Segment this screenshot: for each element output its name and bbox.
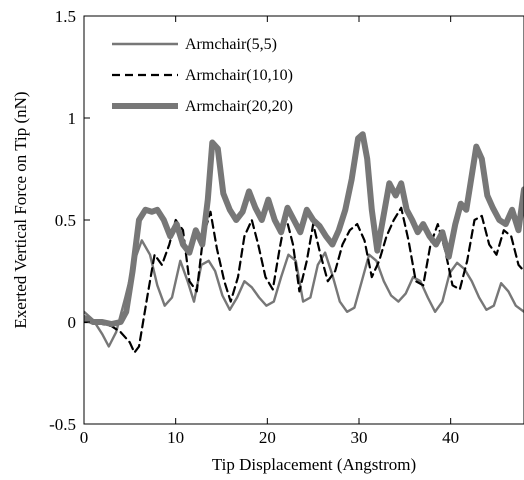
x-tick-label: 20 [259,428,276,447]
legend-label-3: Armchair(20,20) [185,98,293,115]
legend: Armchair(5,5) Armchair(10,10) Armchair(20,… [112,36,293,115]
legend-label-2: Armchair(10,10) [185,67,293,84]
series-line-2 [84,206,524,354]
x-axis-label: Tip Displacement (Angstrom) [212,455,416,474]
y-tick-label: -0.5 [49,415,76,434]
series-line-3 [84,131,524,327]
ticks-layer: 0 10 20 30 40-0.500.511.5 [49,7,459,447]
y-axis-label: Exerted Vertical Force on Tip (nN) [11,91,30,328]
x-tick-label: 0 [80,428,89,447]
series-layer [84,131,524,354]
y-tick-label: 0 [68,313,77,332]
y-tick-label: 0.5 [55,211,76,230]
y-tick-label: 1.5 [55,7,76,26]
x-tick-label: 30 [351,428,368,447]
series-line-1 [84,239,524,348]
y-tick-label: 1 [68,109,77,128]
x-tick-label: 40 [442,428,459,447]
x-tick-label: 10 [167,428,184,447]
legend-label-1: Armchair(5,5) [185,36,277,53]
